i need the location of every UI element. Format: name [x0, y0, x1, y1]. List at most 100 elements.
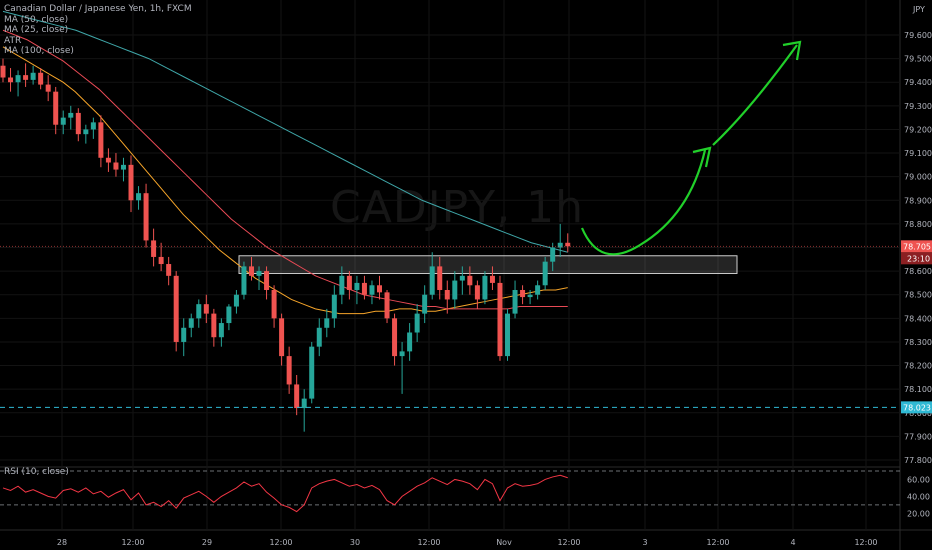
candle-body: [113, 162, 119, 170]
candle-body: [301, 398, 307, 409]
price-tick-label: 79.600: [904, 31, 932, 40]
candle-body: [339, 275, 345, 295]
candle-body: [264, 271, 270, 290]
rsi-legend[interactable]: RSI (10, close): [4, 467, 69, 477]
candle-body: [233, 294, 239, 307]
symbol-title[interactable]: Canadian Dollar / Japanese Yen, 1h, FXCM: [4, 4, 192, 14]
price-tick-label: 78.800: [904, 220, 932, 229]
candle-body: [166, 264, 172, 276]
ma100-line: [2, 10, 568, 253]
ma50-line: [2, 29, 568, 310]
candle-body: [218, 323, 224, 338]
candle-body: [407, 332, 413, 352]
candle-body: [173, 275, 179, 342]
candle-body: [0, 65, 6, 78]
time-tick-label: 12:00: [706, 538, 729, 547]
candle-body: [83, 129, 89, 135]
time-tick-label: 29: [202, 538, 212, 547]
ma25-line: [2, 46, 568, 315]
candle-body: [38, 72, 44, 85]
time-tick-label: 12:00: [557, 538, 580, 547]
time-tick-label: 12:00: [854, 538, 877, 547]
candle-body: [474, 285, 480, 300]
candle-body: [75, 112, 81, 135]
candle-body: [286, 356, 292, 385]
candle-body: [188, 318, 194, 328]
rsi-tick-label: 60.00: [907, 475, 930, 484]
candle-body: [482, 275, 488, 300]
price-tick-label: 78.100: [904, 385, 932, 394]
price-tick-label: 78.400: [904, 314, 932, 323]
time-tick-label: 12:00: [121, 538, 144, 547]
candle-body: [422, 294, 428, 314]
last-price-label: 78.705: [903, 242, 931, 251]
countdown-tag: [901, 252, 932, 265]
price-tick-label: 79.000: [904, 173, 932, 182]
candle-body: [489, 275, 495, 283]
price-tick-label: 78.500: [904, 291, 932, 300]
time-tick-label: 4: [790, 538, 795, 547]
candle-body: [354, 282, 360, 290]
candle-body: [68, 112, 74, 118]
legend-atr[interactable]: ATR: [4, 35, 22, 46]
legend-ma25[interactable]: MA (25, close): [4, 25, 69, 35]
currency-label: JPY: [912, 5, 925, 14]
candle-body: [535, 285, 541, 295]
candle-body: [444, 290, 450, 300]
symbol-watermark: CADJPY, 1h: [330, 182, 584, 233]
candle-body: [256, 271, 262, 276]
candle-body: [414, 313, 420, 333]
price-tick-label: 78.300: [904, 338, 932, 347]
projection-arrow-1: [580, 149, 707, 256]
candle-body: [557, 242, 563, 248]
rsi-tick-label: 20.00: [907, 509, 930, 518]
candle-body: [158, 256, 164, 265]
rsi-tick-label: 40.00: [907, 492, 930, 501]
candle-body: [45, 84, 51, 92]
candle-body: [324, 318, 330, 328]
candle-body: [497, 282, 503, 357]
candle-body: [459, 275, 465, 281]
candle-body: [542, 261, 548, 286]
price-tick-label: 79.300: [904, 102, 932, 111]
rsi-line: [2, 474, 568, 513]
legend-ma100[interactable]: MA (100, close): [4, 46, 74, 56]
candle-body: [512, 290, 518, 314]
candle-body: [377, 285, 382, 293]
time-tick-label: 28: [57, 538, 67, 547]
indicator-legend: Canadian Dollar / Japanese Yen, 1h, FXCM…: [4, 4, 192, 57]
candle-body: [520, 290, 526, 298]
time-tick-label: 12:00: [269, 538, 292, 547]
arrow-head-1: [692, 146, 712, 168]
time-tick-label: Nov: [496, 538, 512, 547]
candle-body: [550, 247, 556, 262]
candle-body: [392, 318, 398, 357]
candle-body: [60, 117, 66, 125]
time-tick-label: 30: [350, 538, 360, 547]
candle-body: [331, 294, 337, 319]
price-tick-label: 77.800: [904, 456, 932, 465]
candle-body: [429, 266, 435, 295]
price-tick-label: 79.100: [904, 149, 932, 158]
projection-arrow-2: [712, 44, 798, 146]
price-tick-label: 79.400: [904, 78, 932, 87]
candle-body: [98, 122, 104, 158]
candle-body: [181, 327, 187, 342]
legend-ma50[interactable]: MA (50, close): [4, 14, 69, 25]
candle-body: [136, 193, 142, 201]
time-tick-label: 3: [642, 538, 647, 547]
candle-body: [369, 285, 375, 295]
candle-body: [399, 351, 405, 357]
candle-body: [203, 304, 209, 314]
price-tick-label: 77.900: [904, 432, 932, 441]
price-tick-label: 79.200: [904, 125, 932, 134]
support-zone-box: [238, 255, 738, 274]
price-tick-label: 78.600: [904, 267, 932, 276]
candle-body: [527, 294, 533, 298]
candle-body: [565, 242, 571, 247]
candle-body: [143, 193, 149, 241]
candle-body: [316, 327, 322, 347]
candle-body: [90, 122, 96, 130]
